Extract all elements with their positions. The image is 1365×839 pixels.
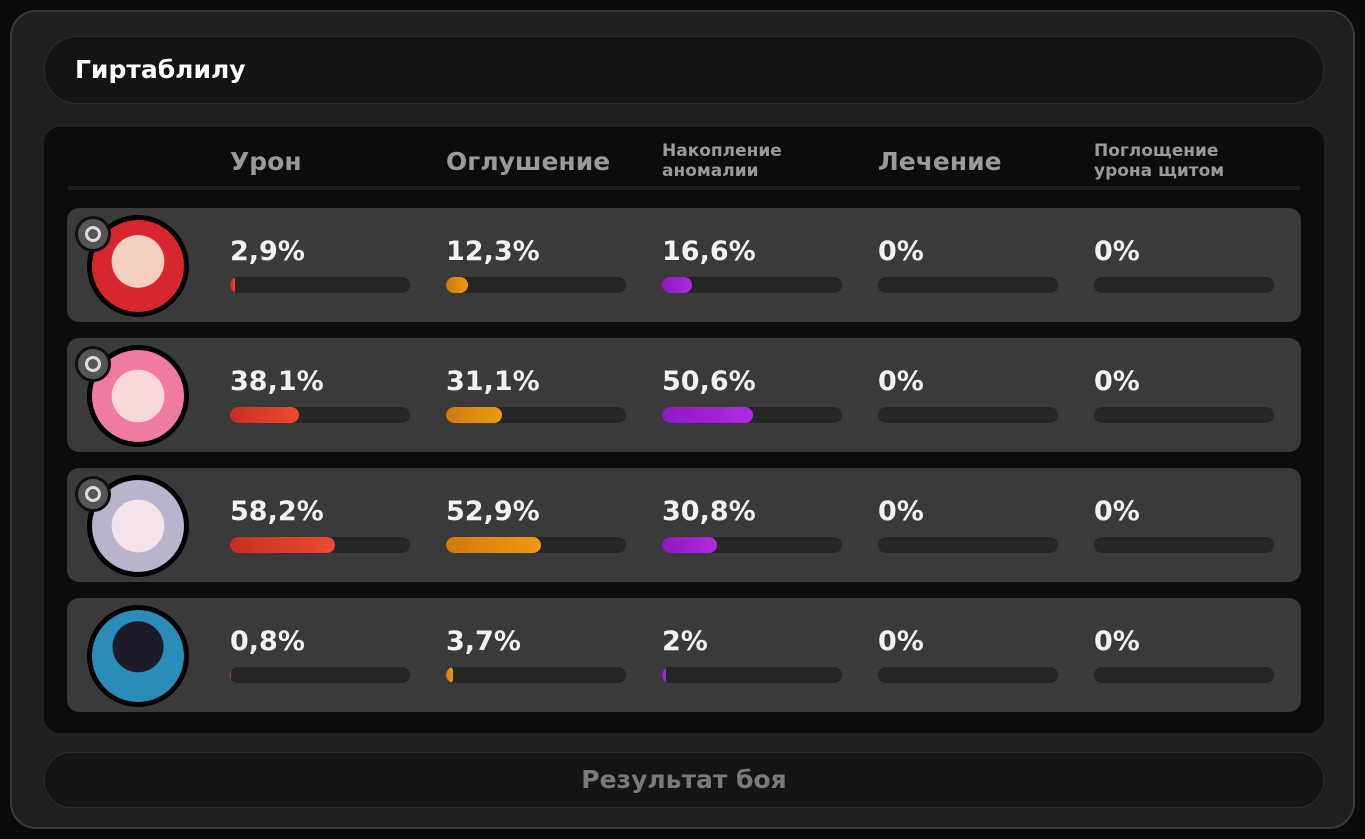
- player-row: 58,2% 52,9% 30,8% 0% 0%: [67, 468, 1301, 582]
- stat-track: [662, 407, 842, 423]
- stat-track: [1094, 407, 1274, 423]
- stat-value: 0%: [878, 366, 924, 397]
- stat-track: [446, 407, 626, 423]
- stat-value: 3,7%: [446, 626, 521, 657]
- battle-result-button[interactable]: Результат боя: [44, 752, 1324, 808]
- stat-bar: [662, 277, 692, 293]
- title: Гиртаблилу: [75, 55, 246, 84]
- stat-bar: [662, 407, 754, 423]
- stat-track: [878, 667, 1058, 683]
- stat-value: 52,9%: [446, 496, 540, 527]
- stat-value: 0%: [1094, 236, 1140, 267]
- stat-track: [1094, 277, 1274, 293]
- stat-track: [230, 537, 410, 553]
- stat-value: 0,8%: [230, 626, 305, 657]
- stat-value: 0%: [1094, 496, 1140, 527]
- stat-track: [230, 667, 410, 683]
- column-header: Лечение: [878, 147, 1002, 176]
- column-header: Накопление аномалии: [662, 141, 782, 181]
- stat-value: 0%: [1094, 626, 1140, 657]
- role-badge: [75, 216, 111, 252]
- stat-track: [230, 277, 410, 293]
- player-row: 0,8% 3,7% 2% 0% 0%: [67, 598, 1301, 712]
- stat-value: 38,1%: [230, 366, 324, 397]
- stat-track: [878, 407, 1058, 423]
- stat-value: 2,9%: [230, 236, 305, 267]
- stat-bar: [446, 407, 502, 423]
- stat-bar: [230, 407, 299, 423]
- stat-track: [662, 277, 842, 293]
- column-header: Поглощение урона щитом: [1094, 141, 1225, 181]
- stat-value: 0%: [878, 236, 924, 267]
- stat-value: 58,2%: [230, 496, 324, 527]
- stat-value: 0%: [878, 626, 924, 657]
- stat-track: [878, 277, 1058, 293]
- stat-value: 30,8%: [662, 496, 756, 527]
- stat-track: [662, 537, 842, 553]
- stat-value: 12,3%: [446, 236, 540, 267]
- role-badge: [75, 476, 111, 512]
- stat-track: [878, 537, 1058, 553]
- role-badge: [75, 346, 111, 382]
- stat-track: [1094, 667, 1274, 683]
- stat-value: 16,6%: [662, 236, 756, 267]
- stat-bar: [662, 537, 718, 553]
- stat-track: [446, 277, 626, 293]
- stat-value: 0%: [1094, 366, 1140, 397]
- player-row: 38,1% 31,1% 50,6% 0% 0%: [67, 338, 1301, 452]
- stat-bar: [230, 537, 335, 553]
- stat-bar: [230, 667, 232, 683]
- column-header: Урон: [230, 147, 302, 176]
- stat-track: [446, 537, 626, 553]
- stat-bar: [662, 667, 666, 683]
- stat-track: [1094, 537, 1274, 553]
- stat-bar: [446, 537, 542, 553]
- stat-track: [230, 407, 410, 423]
- column-header: Оглушение: [446, 147, 611, 176]
- stat-value: 50,6%: [662, 366, 756, 397]
- header-divider: [68, 186, 1300, 190]
- player-row: 2,9% 12,3% 16,6% 0% 0%: [67, 208, 1301, 322]
- stat-value: 0%: [878, 496, 924, 527]
- stat-value: 31,1%: [446, 366, 540, 397]
- stats-panel: Урон Оглушение Накопление аномалии Лечение П…: [44, 127, 1324, 733]
- avatar: [87, 605, 189, 707]
- stat-bar: [446, 277, 469, 293]
- title-bar: Гиртаблилу: [44, 36, 1324, 104]
- stat-track: [662, 667, 842, 683]
- stat-bar: [446, 667, 453, 683]
- stat-value: 2%: [662, 626, 708, 657]
- stat-bar: [230, 277, 236, 293]
- stat-track: [446, 667, 626, 683]
